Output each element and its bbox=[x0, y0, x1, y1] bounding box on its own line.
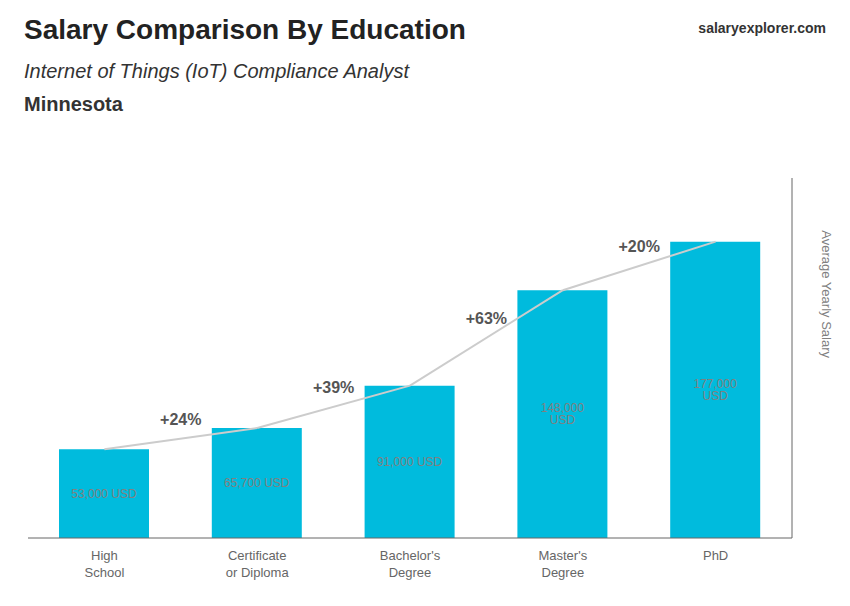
svg-text:177,000USD: 177,000USD bbox=[694, 377, 738, 403]
svg-text:+24%: +24% bbox=[160, 411, 201, 428]
svg-text:91,000 USD: 91,000 USD bbox=[377, 455, 443, 469]
svg-text:+39%: +39% bbox=[313, 379, 354, 396]
html-text:Minnesota: Minnesota bbox=[24, 93, 123, 115]
svg-text:53,000 USD: 53,000 USD bbox=[71, 487, 137, 501]
svg-text:Bachelor'sDegree: Bachelor'sDegree bbox=[380, 548, 441, 580]
svg-text:+63%: +63% bbox=[466, 310, 507, 327]
html-text:Salary Comparison By Education: Salary Comparison By Education bbox=[24, 14, 466, 45]
svg-text:Certificateor Diploma: Certificateor Diploma bbox=[226, 548, 290, 580]
html-text:salaryexplorer.com: salaryexplorer.com bbox=[698, 20, 826, 36]
svg-text:HighSchool: HighSchool bbox=[85, 548, 125, 580]
svg-text:65,700 USD: 65,700 USD bbox=[224, 476, 290, 490]
svg-text:Master'sDegree: Master'sDegree bbox=[538, 548, 587, 580]
svg-text:PhD: PhD bbox=[703, 548, 728, 563]
svg-text:Average Yearly Salary: Average Yearly Salary bbox=[819, 230, 834, 358]
html-text:Internet of Things (IoT) Compl: Internet of Things (IoT) Compliance Anal… bbox=[24, 60, 409, 82]
svg-text:+20%: +20% bbox=[619, 238, 660, 255]
svg-text:148,000USD: 148,000USD bbox=[541, 401, 585, 427]
